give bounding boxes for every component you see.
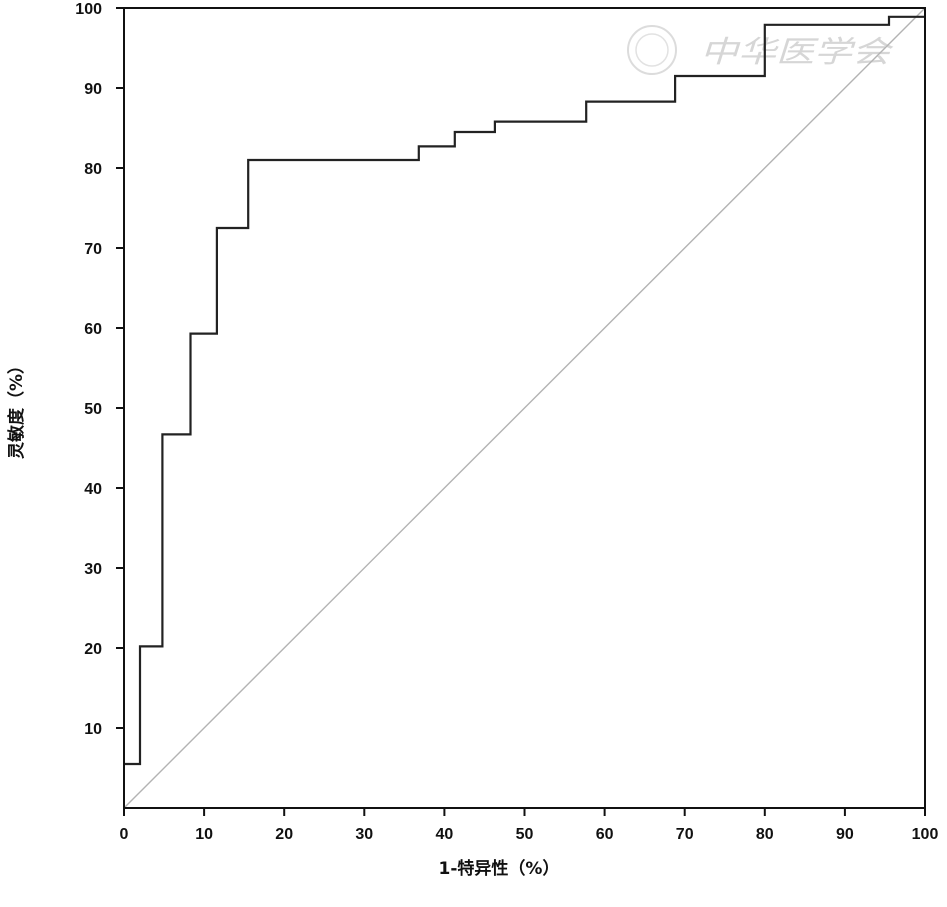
y-tick-label: 60 (84, 321, 102, 338)
y-tick-label: 90 (84, 81, 102, 98)
x-tick-label: 40 (436, 826, 454, 843)
y-tick-label: 20 (84, 641, 102, 658)
watermark-seal (627, 25, 677, 75)
x-tick-label: 0 (120, 826, 129, 843)
x-axis-label: 1-特异性（%） (439, 858, 560, 879)
watermark-text: 中华医学会 (700, 35, 894, 70)
y-tick-label: 70 (84, 241, 102, 258)
x-tick-label: 100 (912, 826, 939, 843)
x-tick-label: 80 (756, 826, 774, 843)
reference-diagonal (123, 7, 926, 809)
y-axis-label: 灵敏度（%） (6, 357, 27, 459)
y-tick-label: 100 (75, 1, 102, 18)
plot-frame (123, 7, 926, 809)
y-tick-label: 10 (84, 721, 102, 738)
x-tick-label: 50 (516, 826, 534, 843)
y-tick-label: 30 (84, 561, 102, 578)
plot-area (123, 7, 926, 809)
axis-ticks: 0 10 20 30 40 50 60 70 80 90 100 10 20 30 40 50 60 70 80 90… (75, 1, 938, 843)
x-tick-label: 10 (195, 826, 213, 843)
x-tick-label: 20 (275, 826, 293, 843)
watermark-seal-inner (635, 33, 669, 67)
y-tick-label: 50 (84, 401, 102, 418)
x-tick-label: 90 (836, 826, 854, 843)
watermark: 中华医学会 (627, 25, 894, 75)
y-tick-label: 80 (84, 161, 102, 178)
roc-curve (124, 15, 925, 766)
x-tick-label: 60 (596, 826, 614, 843)
y-tick-label: 40 (84, 481, 102, 498)
x-tick-label: 30 (355, 826, 373, 843)
x-tick-label: 70 (676, 826, 694, 843)
